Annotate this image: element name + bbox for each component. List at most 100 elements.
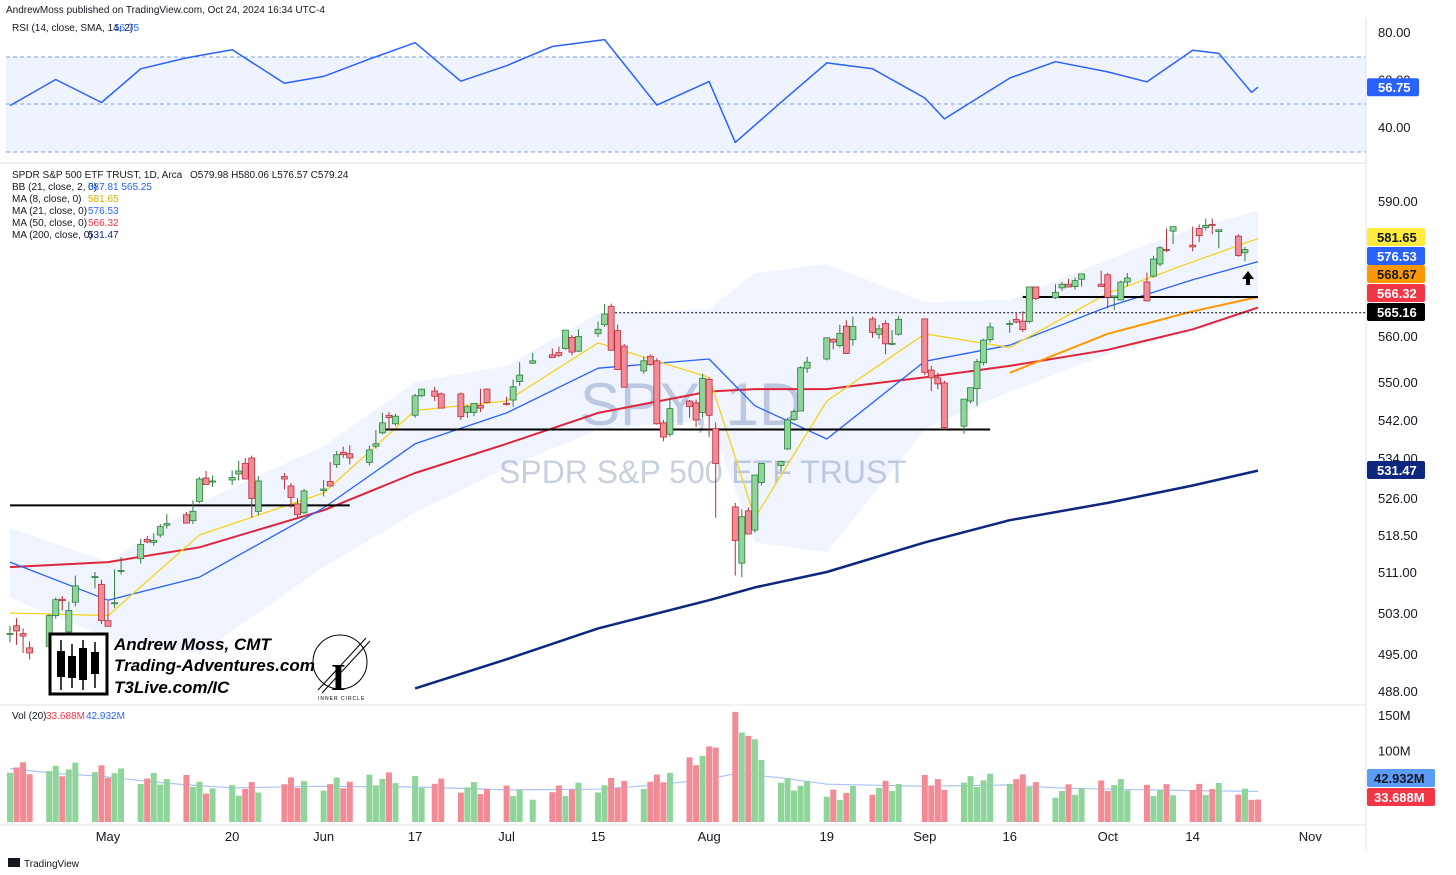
footer-brand: TradingView <box>24 859 80 870</box>
volume-bar <box>137 784 144 822</box>
candle-body <box>1071 280 1079 287</box>
candle <box>183 511 190 524</box>
candle-body <box>751 474 759 531</box>
candle-body <box>392 415 399 425</box>
volume-bar <box>346 781 353 822</box>
watermark-name: SPDR S&P 500 ETF TRUST <box>499 454 907 490</box>
volume-bar <box>712 747 719 822</box>
price-tick-label: 590.00 <box>1378 194 1418 209</box>
candle-body <box>196 478 203 502</box>
candle-body <box>143 539 151 543</box>
branding: Andrew Moss, CMT Trading-Adventures.com … <box>48 632 371 702</box>
candle-body <box>19 633 27 637</box>
candle-body <box>784 419 791 450</box>
price-pane[interactable]: SPY, 1D SPDR S&P 500 ETF TRUST SPDR S&P … <box>6 0 1425 702</box>
candle-body <box>1143 281 1151 302</box>
candle <box>967 387 974 404</box>
volume-bar <box>1209 789 1216 822</box>
volume-tick-label: 150M <box>1378 708 1411 723</box>
volume-bar <box>1032 782 1039 822</box>
rsi-pane[interactable]: RSI (14, close, SMA, 14, 2) 56.75 80.006… <box>6 23 1419 153</box>
price-badge-text: 531.47 <box>1377 463 1417 478</box>
volume-bar <box>823 796 830 822</box>
candle-body <box>790 411 798 420</box>
candle-body <box>895 318 903 335</box>
volume-bar <box>1241 788 1248 822</box>
volume-bar <box>568 789 575 822</box>
price-legend: SPDR S&P 500 ETF TRUST, 1D, Arca O579.98… <box>12 170 349 241</box>
volume-bar <box>1098 780 1105 822</box>
candle-body <box>1104 274 1112 298</box>
candle-body <box>601 313 608 326</box>
candle-body <box>940 382 948 429</box>
candle-body <box>738 516 746 564</box>
candle-body <box>431 390 439 397</box>
volume-legend: Vol (20) <box>12 711 46 722</box>
candle <box>686 400 693 418</box>
volume-badge-bg <box>1367 788 1435 806</box>
volume-bar <box>7 772 13 822</box>
candle-body <box>555 352 563 356</box>
candle <box>1117 280 1125 301</box>
candle <box>91 572 99 589</box>
volume-bar <box>477 794 484 822</box>
volume-pane[interactable]: Vol (20) 33.688M 42.932M 150M 100M 42.932… <box>7 708 1435 822</box>
candle <box>483 388 491 404</box>
time-axis-label: Aug <box>698 829 721 844</box>
volume-bar <box>1078 788 1085 822</box>
candle <box>731 502 739 576</box>
candle <box>156 524 164 538</box>
candle <box>960 398 968 434</box>
candle-body <box>758 463 765 483</box>
candle-body <box>666 408 674 435</box>
candle-body <box>52 599 60 616</box>
price-tick-label: 503.00 <box>1378 606 1418 621</box>
volume-bar <box>562 796 569 822</box>
volume-legend-val-2: 42.932M <box>86 711 125 722</box>
volume-bar <box>797 785 804 822</box>
candle-body <box>13 625 20 632</box>
candle <box>333 450 341 468</box>
legend-ma21: MA (21, close, 0) <box>12 206 87 217</box>
volume-bar <box>52 765 59 822</box>
price-tick-label: 488.00 <box>1378 684 1418 699</box>
candle <box>601 304 608 327</box>
candle <box>934 372 942 390</box>
volume-badge-text: 33.688M <box>1374 790 1425 805</box>
candle-body <box>320 488 328 491</box>
candle <box>418 388 426 398</box>
candle-body <box>483 388 491 403</box>
candle-body <box>163 523 171 526</box>
candle-body <box>927 369 935 379</box>
candle <box>646 354 654 366</box>
candle <box>660 420 667 442</box>
time-axis: May 20 Jun 17 Jul 15 Aug 19 Sep 16 Oct 14 Nov <box>96 829 1323 844</box>
candle <box>26 641 34 660</box>
candle <box>561 329 569 350</box>
candle <box>117 557 125 575</box>
candle-body <box>529 360 537 364</box>
candle-body <box>699 377 707 413</box>
candle-body <box>235 470 243 475</box>
candle-body <box>653 360 661 425</box>
volume-bar <box>1143 784 1150 822</box>
candle <box>1019 311 1027 332</box>
price-badge-bg <box>1367 303 1425 321</box>
time-axis-label: Oct <box>1098 829 1119 844</box>
volume-bar <box>614 788 621 822</box>
candle <box>973 359 981 406</box>
rsi-legend-value: 56.75 <box>114 23 139 34</box>
candle-body <box>150 540 158 543</box>
candle-body <box>646 355 654 365</box>
volume-bar <box>1124 790 1131 822</box>
volume-bars <box>7 711 1261 822</box>
legend-ma50: MA (50, close, 0) <box>12 218 87 229</box>
volume-bar <box>1196 783 1203 822</box>
volume-bar <box>784 778 791 822</box>
volume-bar <box>157 784 164 822</box>
volume-bar <box>418 788 425 822</box>
rsi-legend: RSI (14, close, SMA, 14, 2) <box>12 23 133 34</box>
volume-tick-label: 100M <box>1378 744 1411 759</box>
candle-body <box>65 610 73 633</box>
